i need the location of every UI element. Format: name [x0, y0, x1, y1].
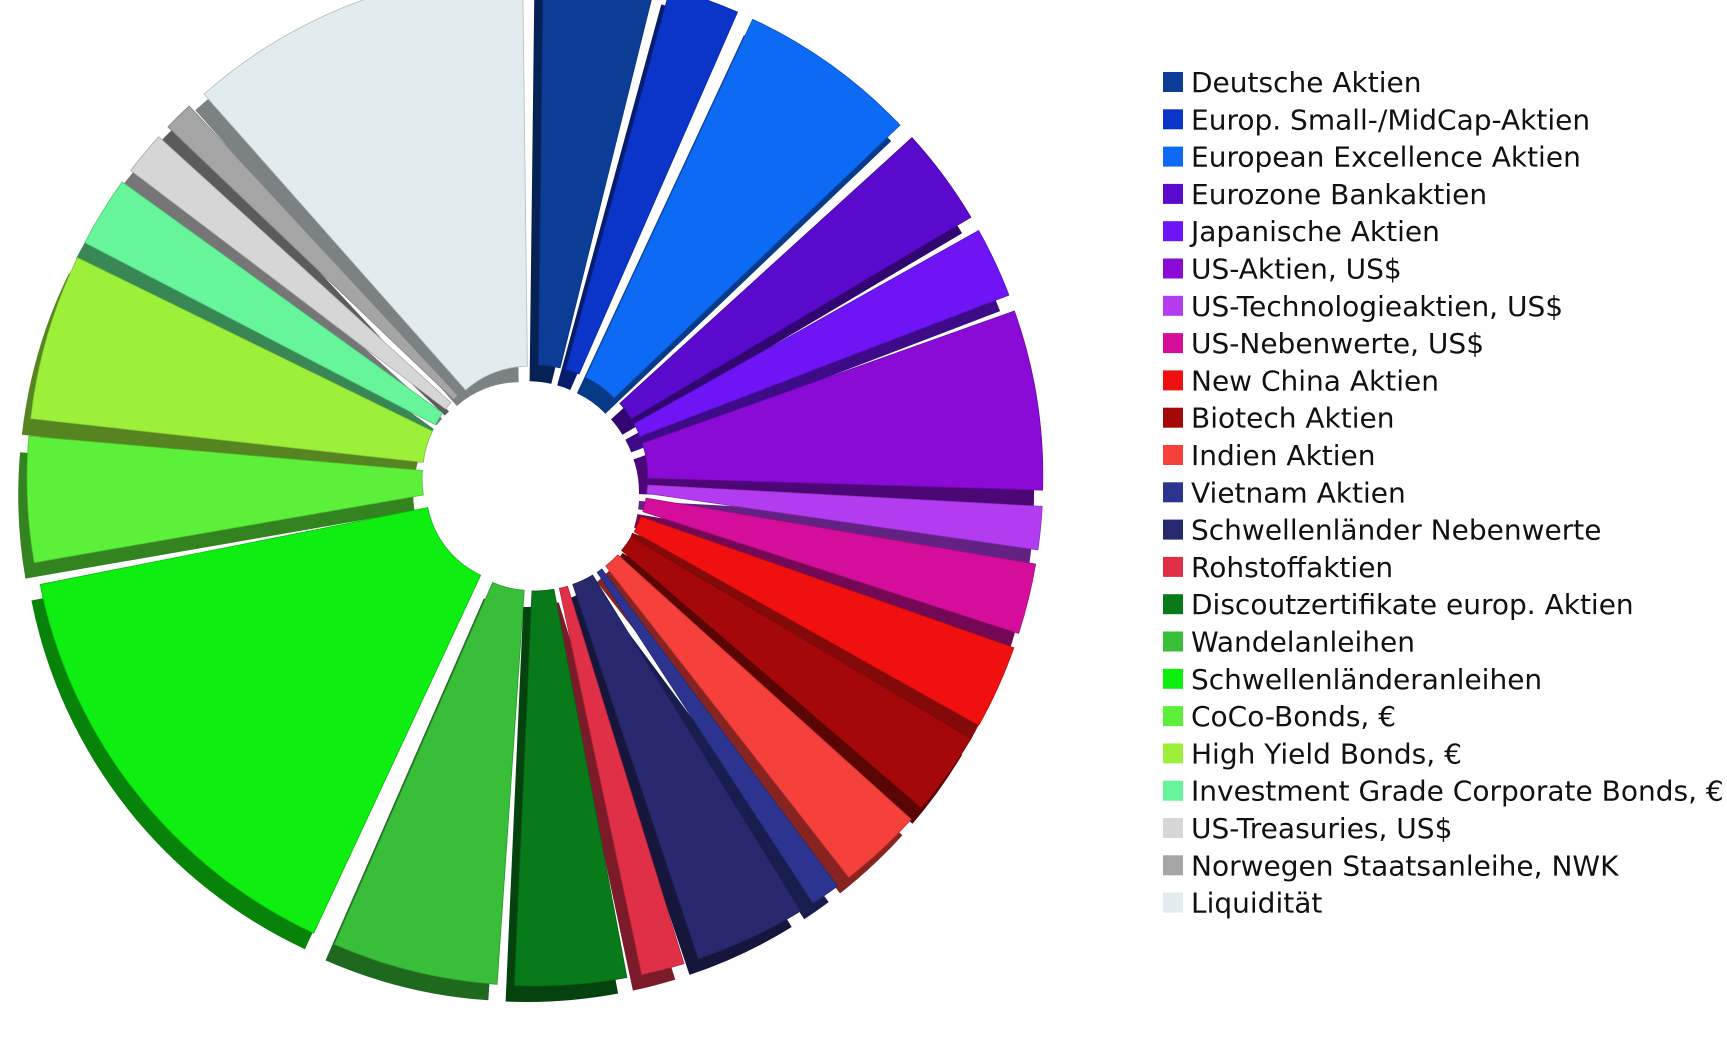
slice-deutsche-aktien — [537, 0, 652, 369]
legend-swatch-eurozone-bankaktien — [1163, 183, 1183, 204]
slice-depth-new-china-aktien — [625, 532, 1005, 742]
legend-swatch-schwellenländer-nebenwerte — [1163, 519, 1183, 540]
slice-japanische-aktien — [633, 229, 1010, 437]
legend-label-biotech-aktien: Biotech Aktien — [1191, 402, 1394, 435]
legend-swatch-indien-aktien — [1163, 445, 1183, 465]
slice-european-excellence-aktien — [585, 18, 901, 399]
slice-vietnam-aktien — [596, 568, 839, 904]
slice-us-treasuries-us — [130, 136, 452, 410]
legend-swatch-us-technologieaktien-us — [1163, 295, 1183, 316]
legend-label-europ-small-midcap-aktien: Europ. Small-/MidCap-Aktien — [1191, 103, 1590, 136]
legend-label-japanische-aktien: Japanische Aktien — [1189, 215, 1440, 248]
slice-discoutzertifikate-europ-aktien — [513, 588, 628, 987]
legend-swatch-us-aktien-us — [1163, 258, 1183, 279]
slice-rohstoffaktien — [558, 585, 685, 976]
legend-label-coco-bonds: CoCo-Bonds, € — [1191, 700, 1396, 733]
slice-high-yield-bonds — [30, 257, 433, 463]
legend-swatch-wandelanleihen — [1163, 631, 1183, 652]
legend-label-rohstoffaktien: Rohstoffaktien — [1191, 551, 1393, 584]
legend-swatch-european-excellence-aktien — [1163, 146, 1183, 167]
slice-eurozone-bankaktien — [619, 137, 972, 420]
slice-schwellenländeranleihen — [39, 507, 482, 934]
slice-us-aktien-us — [641, 310, 1044, 491]
legend-swatch-biotech-aktien — [1163, 407, 1183, 428]
slice-norwegen-staatsanleihe-nwk — [167, 105, 459, 401]
legend-label-investment-grade-corporate-bonds: Investment Grade Corporate Bonds, € — [1191, 775, 1724, 808]
legend-label-discoutzertifikate-europ-aktien: Discoutzertifikate europ. Aktien — [1191, 588, 1634, 621]
legend-label-us-aktien-us: US-Aktien, US$ — [1191, 253, 1402, 286]
slice-depth-us-nebenwerte-us — [634, 514, 1027, 650]
legend-label-us-treasuries-us: US-Treasuries, US$ — [1191, 812, 1452, 845]
legend-label-european-excellence-aktien: European Excellence Aktien — [1191, 141, 1581, 174]
legend-swatch-us-nebenwerte-us — [1163, 333, 1183, 354]
legend-swatch-coco-bonds — [1163, 706, 1183, 727]
slice-schwellenländer-nebenwerte — [572, 574, 802, 960]
slice-us-technologieaktien-us — [646, 484, 1043, 551]
legend-swatch-europ-small-midcap-aktien — [1163, 109, 1183, 130]
legend-swatch-investment-grade-corporate-bonds — [1163, 780, 1183, 801]
legend-swatch-japanische-aktien — [1163, 221, 1183, 242]
legend-label-high-yield-bonds: High Yield Bonds, € — [1191, 737, 1462, 770]
legend: Deutsche Aktien Europ. Small-/MidCap-Akti… — [1163, 66, 1724, 920]
slice-liquidität — [203, 0, 528, 391]
legend-label-norwegen-staatsanleihe-nwk: Norwegen Staatsanleihe, NWK — [1191, 849, 1619, 882]
legend-label-vietnam-aktien: Vietnam Aktien — [1191, 476, 1406, 509]
slice-new-china-aktien — [633, 516, 1015, 726]
legend-label-us-technologieaktien-us: US-Technologieaktien, US$ — [1191, 290, 1563, 323]
slice-biotech-aktien — [621, 536, 972, 809]
legend-swatch-new-china-aktien — [1163, 370, 1183, 391]
legend-swatch-deutsche-aktien — [1163, 72, 1183, 92]
slice-us-nebenwerte-us — [642, 497, 1037, 634]
legend-label-schwellenländeranleihen: Schwellenländeranleihen — [1191, 663, 1542, 696]
legend-label-us-nebenwerte-us: US-Nebenwerte, US$ — [1191, 327, 1484, 360]
legend-label-schwellenländer-nebenwerte: Schwellenländer Nebenwerte — [1191, 514, 1601, 547]
legend-swatch-norwegen-staatsanleihe-nwk — [1163, 855, 1183, 876]
legend-swatch-rohstoffaktien — [1163, 556, 1183, 577]
legend-swatch-us-treasuries-us — [1163, 818, 1183, 838]
legend-label-new-china-aktien: New China Aktien — [1191, 364, 1439, 397]
legend-label-eurozone-bankaktien: Eurozone Bankaktien — [1191, 178, 1487, 211]
legend-label-liquidität: Liquidität — [1191, 887, 1322, 920]
legend-swatch-discoutzertifikate-europ-aktien — [1163, 594, 1183, 615]
slice-coco-bonds — [26, 435, 424, 564]
legend-label-indien-aktien: Indien Aktien — [1191, 439, 1376, 472]
slice-indien-aktien — [605, 554, 912, 878]
slice-wandelanleihen — [333, 581, 525, 985]
legend-swatch-high-yield-bonds — [1163, 743, 1183, 764]
legend-label-wandelanleihen: Wandelanleihen — [1191, 626, 1415, 659]
legend-swatch-schwellenländeranleihen — [1163, 668, 1183, 689]
legend-label-deutsche-aktien: Deutsche Aktien — [1191, 66, 1421, 99]
slice-europ-small-midcap-aktien — [565, 0, 739, 375]
legend-swatch-vietnam-aktien — [1163, 482, 1183, 503]
slice-investment-grade-corporate-bonds — [84, 181, 444, 426]
legend-swatch-liquidität — [1163, 892, 1183, 913]
pie-slices — [26, 0, 1044, 987]
